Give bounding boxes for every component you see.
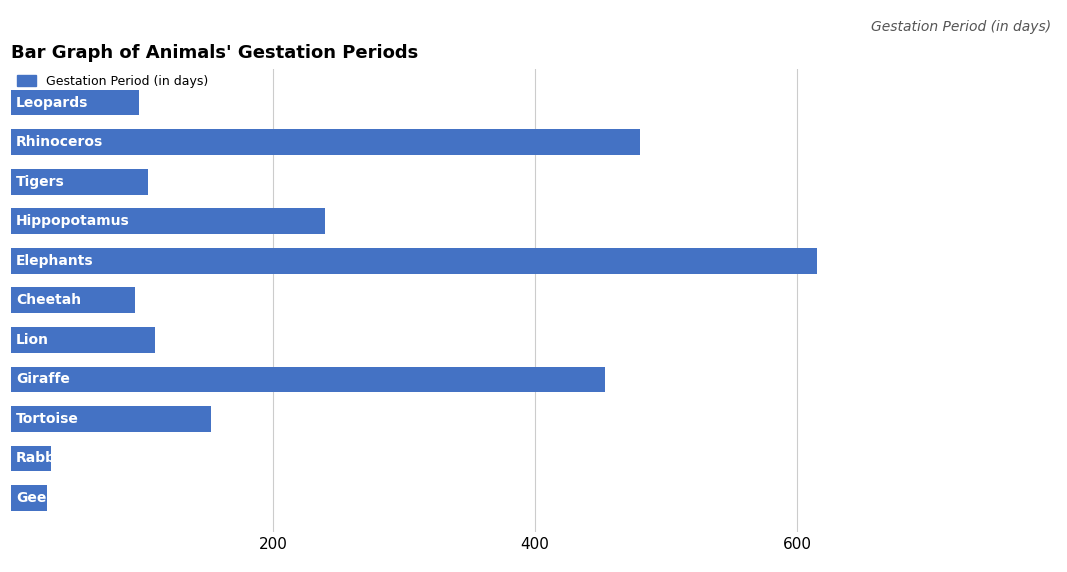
Text: Leopards: Leopards [16, 96, 89, 110]
Text: Cheetah: Cheetah [16, 293, 81, 307]
Text: Rhinoceros: Rhinoceros [16, 135, 103, 149]
Bar [11, 406, 211, 432]
Text: Giraffe: Giraffe [16, 372, 69, 387]
Bar [11, 129, 640, 155]
Text: Rabbits: Rabbits [16, 451, 76, 466]
Bar [11, 169, 148, 194]
Text: Elephants: Elephants [16, 254, 94, 268]
Text: Bar Graph of Animals' Gestation Periods: Bar Graph of Animals' Gestation Periods [11, 43, 418, 62]
Bar [11, 248, 817, 273]
Bar [11, 327, 155, 353]
Bar [11, 485, 47, 511]
Bar [11, 446, 51, 471]
Text: Hippopotamus: Hippopotamus [16, 214, 130, 228]
Bar [11, 288, 136, 313]
Text: Geese: Geese [16, 491, 64, 505]
Bar [11, 208, 325, 234]
Text: Gestation Period (in days): Gestation Period (in days) [871, 20, 1051, 34]
Text: Tigers: Tigers [16, 174, 65, 189]
Legend: Gestation Period (in days): Gestation Period (in days) [17, 75, 208, 88]
Text: Lion: Lion [16, 333, 49, 347]
Bar [11, 367, 605, 392]
Bar [11, 90, 139, 116]
Text: Tortoise: Tortoise [16, 412, 79, 426]
